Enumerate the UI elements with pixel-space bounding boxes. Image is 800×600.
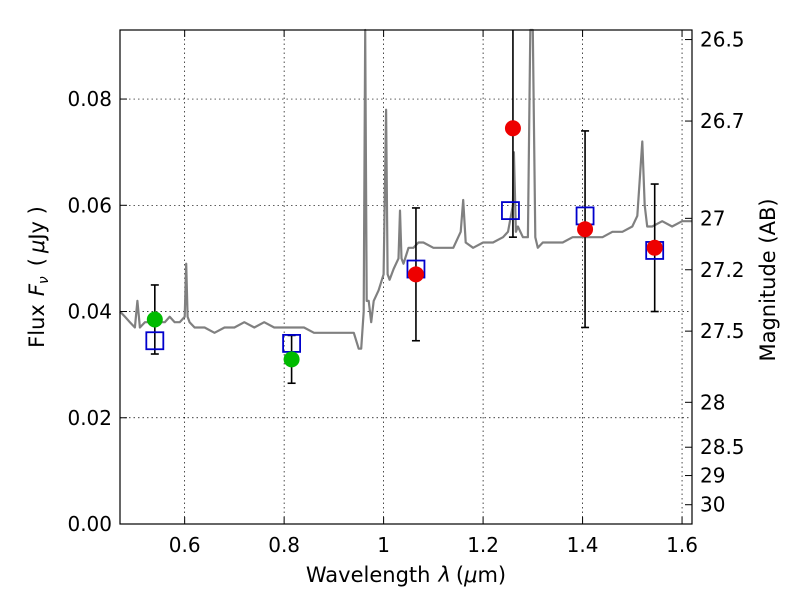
mag-tick-label: 27.5 bbox=[700, 319, 745, 343]
measured-point-marker bbox=[283, 351, 300, 368]
axes: 0.6 0.8 1 1.2 1.4 1.6 0.00 0.02 0.04 0.06 0.08 26.5… bbox=[67, 28, 744, 557]
y-axis-label: FluxFν(μJy ) bbox=[25, 206, 52, 348]
model-square-marker bbox=[501, 201, 520, 221]
mag-tick-label: 27 bbox=[700, 206, 725, 230]
mag-tick-label: 29 bbox=[700, 464, 725, 488]
x-tick-label: 1.2 bbox=[467, 533, 499, 557]
model-square-marker bbox=[145, 331, 165, 351]
y-tick-label: 0.08 bbox=[67, 87, 112, 111]
mag-tick-label: 28 bbox=[700, 390, 725, 414]
mag-tick-label: 28.5 bbox=[700, 435, 745, 459]
measured-point-marker bbox=[504, 120, 521, 137]
x-tick-label: 1.6 bbox=[666, 533, 698, 557]
mag-tick-label: 26.5 bbox=[700, 28, 745, 52]
measured-point-marker bbox=[646, 239, 663, 256]
plot-frame bbox=[119, 29, 693, 525]
marker-layer bbox=[145, 120, 665, 368]
spectrum-layer bbox=[119, 28, 692, 350]
x-tick-label: 1 bbox=[377, 533, 390, 557]
grid bbox=[120, 30, 692, 524]
mag-tick-label: 30 bbox=[700, 493, 725, 517]
mag-tick-label: 26.7 bbox=[700, 109, 745, 133]
magnitude-axis-label: Magnitude (AB) bbox=[756, 198, 780, 361]
y-tick-label: 0.02 bbox=[67, 406, 112, 430]
measured-point-marker bbox=[577, 221, 594, 238]
y-tick-label: 0.00 bbox=[67, 512, 112, 536]
x-tick-label: 1.4 bbox=[567, 533, 599, 557]
spectrum-line bbox=[119, 28, 692, 350]
mag-tick-label: 27.2 bbox=[700, 258, 745, 282]
measured-point-marker bbox=[146, 311, 163, 328]
measured-point-marker bbox=[407, 266, 424, 283]
x-tick-label: 0.6 bbox=[169, 533, 201, 557]
y-tick-label: 0.04 bbox=[67, 300, 112, 324]
x-axis-label: Wavelength λ (μm) bbox=[306, 563, 506, 587]
y-tick-label: 0.06 bbox=[67, 193, 112, 217]
x-tick-label: 0.8 bbox=[268, 533, 300, 557]
